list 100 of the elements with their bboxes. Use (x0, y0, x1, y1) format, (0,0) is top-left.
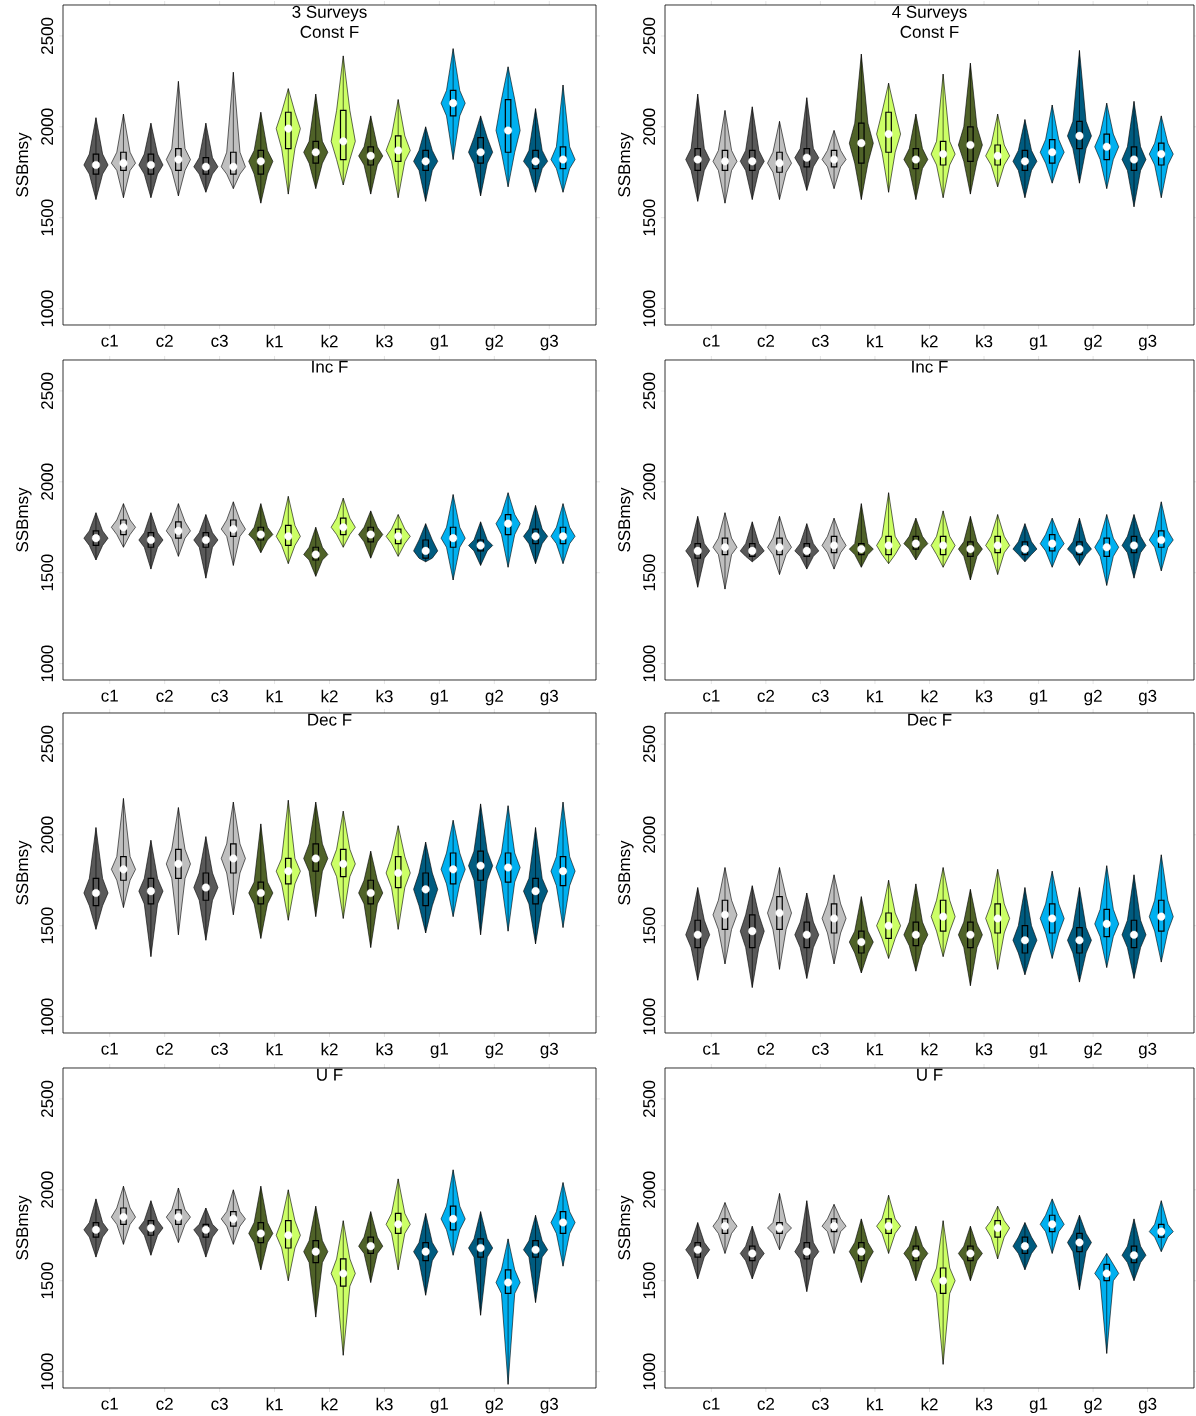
y-axis-title: SSBmsy (618, 132, 634, 197)
y-tick-label: 1500 (643, 199, 656, 236)
x-tick-label: g2 (1084, 1042, 1102, 1059)
x-tick-label: g3 (540, 1042, 558, 1059)
y-tick-label: 2500 (643, 372, 656, 409)
y-tick-label: 2000 (41, 108, 54, 145)
x-tick-label: c1 (101, 1042, 118, 1055)
x-tick-label: c2 (757, 1042, 775, 1055)
x-tick-label: k2 (921, 334, 938, 348)
x-tick-label: c2 (156, 334, 173, 347)
x-tick-label: k2 (921, 689, 938, 703)
x-tick-label: g1 (1029, 1397, 1048, 1414)
x-tick-label: k1 (266, 1397, 283, 1411)
x-tick-label: k3 (976, 1042, 993, 1056)
y-tick-label: 2500 (41, 372, 54, 409)
chart-title: Dec F (308, 713, 352, 726)
y-tick-label: 1500 (41, 199, 54, 236)
x-tick-label: k3 (376, 1397, 393, 1411)
x-tick-label: c1 (101, 689, 118, 702)
y-axis-title: SSBmsy (16, 132, 32, 197)
y-tick-label: 2000 (643, 463, 656, 500)
y-tick-label: 1000 (643, 1353, 656, 1390)
x-tick-label: g1 (1029, 689, 1048, 706)
x-tick-label: c3 (211, 689, 228, 702)
x-tick-label: k1 (266, 1042, 283, 1056)
x-tick-label: g3 (540, 334, 558, 351)
chart-title: U F (317, 1068, 343, 1081)
x-tick-label: k3 (976, 689, 993, 703)
x-tick-label: c2 (757, 689, 775, 702)
x-tick-label: k2 (321, 334, 338, 348)
x-tick-label: c1 (703, 689, 720, 702)
y-tick-label: 2500 (643, 725, 656, 762)
x-tick-label: g3 (1138, 1042, 1157, 1059)
x-tick-label: c2 (757, 334, 775, 347)
x-tick-label: g3 (540, 689, 558, 706)
y-axis-title: SSBmsy (618, 840, 634, 905)
y-tick-label: 1500 (41, 907, 54, 944)
x-tick-label: c3 (211, 334, 228, 347)
x-tick-label: c3 (211, 1042, 228, 1055)
text: Const F (300, 25, 359, 38)
x-tick-label: g3 (540, 1397, 558, 1414)
x-tick-label: g1 (430, 1042, 449, 1059)
x-tick-label: c2 (156, 689, 173, 702)
x-tick-label: k2 (321, 689, 338, 703)
y-tick-label: 1500 (41, 554, 54, 591)
x-tick-label: k2 (321, 1042, 338, 1056)
x-tick-label: k3 (976, 334, 993, 348)
x-tick-label: g2 (485, 689, 503, 706)
x-tick-label: k1 (266, 689, 283, 703)
x-tick-label: c2 (156, 1042, 173, 1055)
chart-title: U F (917, 1068, 943, 1081)
x-tick-label: c3 (812, 1397, 829, 1410)
x-tick-label: g2 (1084, 334, 1102, 351)
y-tick-label: 1000 (41, 645, 54, 682)
y-tick-label: 1000 (643, 998, 656, 1035)
x-tick-label: k2 (921, 1042, 938, 1056)
y-axis-title: SSBmsy (618, 1195, 634, 1260)
y-tick-label: 1000 (643, 645, 656, 682)
x-tick-label: g1 (1029, 334, 1048, 351)
x-tick-label: c3 (812, 689, 829, 702)
y-tick-label: 2500 (41, 17, 54, 54)
text: Const F (900, 25, 959, 38)
chart-title: 4 Surveys (892, 5, 967, 22)
y-tick-label: 2000 (41, 463, 54, 500)
x-tick-label: g1 (1029, 1042, 1048, 1059)
x-tick-label: g2 (1084, 1397, 1102, 1414)
x-tick-label: g2 (1084, 689, 1102, 706)
chart-title: Inc F (912, 360, 948, 373)
x-tick-label: c1 (101, 1397, 118, 1410)
y-axis-title: SSBmsy (16, 1195, 32, 1260)
y-tick-label: 1500 (643, 1262, 656, 1299)
x-tick-label: g1 (430, 689, 449, 706)
y-tick-label: 2500 (643, 17, 656, 54)
y-tick-label: 2500 (643, 1080, 656, 1117)
x-tick-label: c3 (211, 1397, 228, 1410)
x-tick-label: c3 (812, 1042, 829, 1055)
y-tick-label: 1500 (643, 554, 656, 591)
y-tick-label: 2000 (41, 816, 54, 853)
x-tick-label: k1 (867, 1042, 884, 1056)
x-tick-label: k1 (266, 334, 283, 348)
x-tick-label: k1 (867, 334, 884, 348)
x-tick-label: g3 (1138, 334, 1157, 351)
x-tick-label: k3 (376, 334, 393, 348)
x-tick-label: k3 (376, 689, 393, 703)
x-tick-label: c1 (101, 334, 118, 347)
y-tick-label: 2000 (643, 108, 656, 145)
chart-title: 3 Surveys (292, 5, 367, 22)
y-tick-label: 1500 (643, 907, 656, 944)
y-tick-label: 2500 (41, 1080, 54, 1117)
y-tick-label: 2500 (41, 725, 54, 762)
x-tick-label: k1 (867, 1397, 884, 1411)
y-axis-title: SSBmsy (16, 840, 32, 905)
y-axis-title: SSBmsy (618, 487, 634, 552)
y-tick-label: 2000 (643, 816, 656, 853)
y-tick-label: 1000 (41, 998, 54, 1035)
x-tick-label: g2 (485, 1042, 503, 1059)
x-tick-label: g1 (430, 1397, 449, 1414)
chart-title: Inc F (312, 360, 348, 373)
x-tick-label: c1 (703, 334, 720, 347)
x-tick-label: k2 (321, 1397, 338, 1411)
